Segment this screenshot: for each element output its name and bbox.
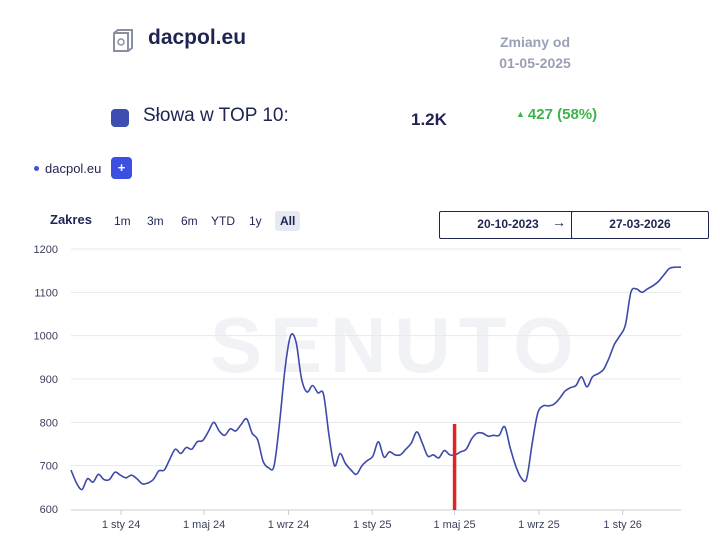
- series-line-dacpol: [70, 266, 682, 491]
- date-range-arrow-icon: →: [552, 214, 566, 230]
- x-axis-ticks: 1 sty 24 1 maj 24 1 wrz 24 1 sty 25 1 maj 25…: [102, 510, 642, 531]
- legend-series-label: dacpol.eu: [45, 161, 102, 176]
- add-series-button[interactable]: +: [111, 157, 132, 179]
- y-tick-label: 800: [40, 417, 58, 429]
- legend-dot-icon: [34, 166, 39, 171]
- y-tick-label: 1100: [34, 287, 58, 299]
- range-label: Zakres: [50, 212, 92, 227]
- range-all-button[interactable]: All: [275, 211, 301, 231]
- metric-label: Słowa w TOP 10:: [143, 105, 289, 126]
- metric-color-swatch: [111, 109, 129, 127]
- site-favicon-icon: [113, 29, 133, 52]
- x-tick-label: 1 wrz 24: [268, 519, 310, 531]
- up-arrow-icon: ▲: [516, 109, 525, 119]
- changes-since-date: 01-05-2025: [499, 55, 571, 71]
- range-1y-button[interactable]: 1y: [244, 211, 267, 231]
- x-tick-label: 1 wrz 25: [518, 519, 560, 531]
- x-tick-label: 1 sty 24: [102, 519, 141, 531]
- range-3m-button[interactable]: 3m: [142, 211, 169, 231]
- range-1m-button[interactable]: 1m: [109, 211, 136, 231]
- metric-change: ▲ 427 (58%): [516, 106, 597, 123]
- site-name: dacpol.eu: [148, 26, 247, 49]
- range-ytd-button[interactable]: YTD: [206, 211, 240, 231]
- y-tick-label: 600: [40, 504, 58, 516]
- y-tick-label: 1200: [34, 244, 58, 256]
- metric-value: 1.2K: [411, 110, 447, 129]
- changes-since-label: Zmiany od 01-05-2025: [470, 32, 600, 74]
- y-axis-ticks: 600 700 800 900 1000 1100 1200: [34, 244, 58, 516]
- range-6m-button[interactable]: 6m: [176, 211, 203, 231]
- date-to-input[interactable]: 27-03-2026: [571, 211, 709, 239]
- metric-change-value: 427 (58%): [527, 106, 598, 123]
- y-tick-label: 700: [40, 461, 58, 473]
- y-tick-label: 900: [40, 374, 58, 386]
- x-tick-label: 1 sty 26: [603, 519, 642, 531]
- x-tick-label: 1 maj 24: [183, 519, 225, 531]
- date-from-input[interactable]: 20-10-2023: [439, 211, 577, 239]
- watermark-logo: SENUTO: [210, 301, 582, 389]
- y-tick-label: 1000: [34, 331, 58, 343]
- changes-since-text: Zmiany od: [499, 34, 570, 50]
- x-tick-label: 1 sty 25: [353, 519, 392, 531]
- x-tick-label: 1 maj 25: [433, 519, 475, 531]
